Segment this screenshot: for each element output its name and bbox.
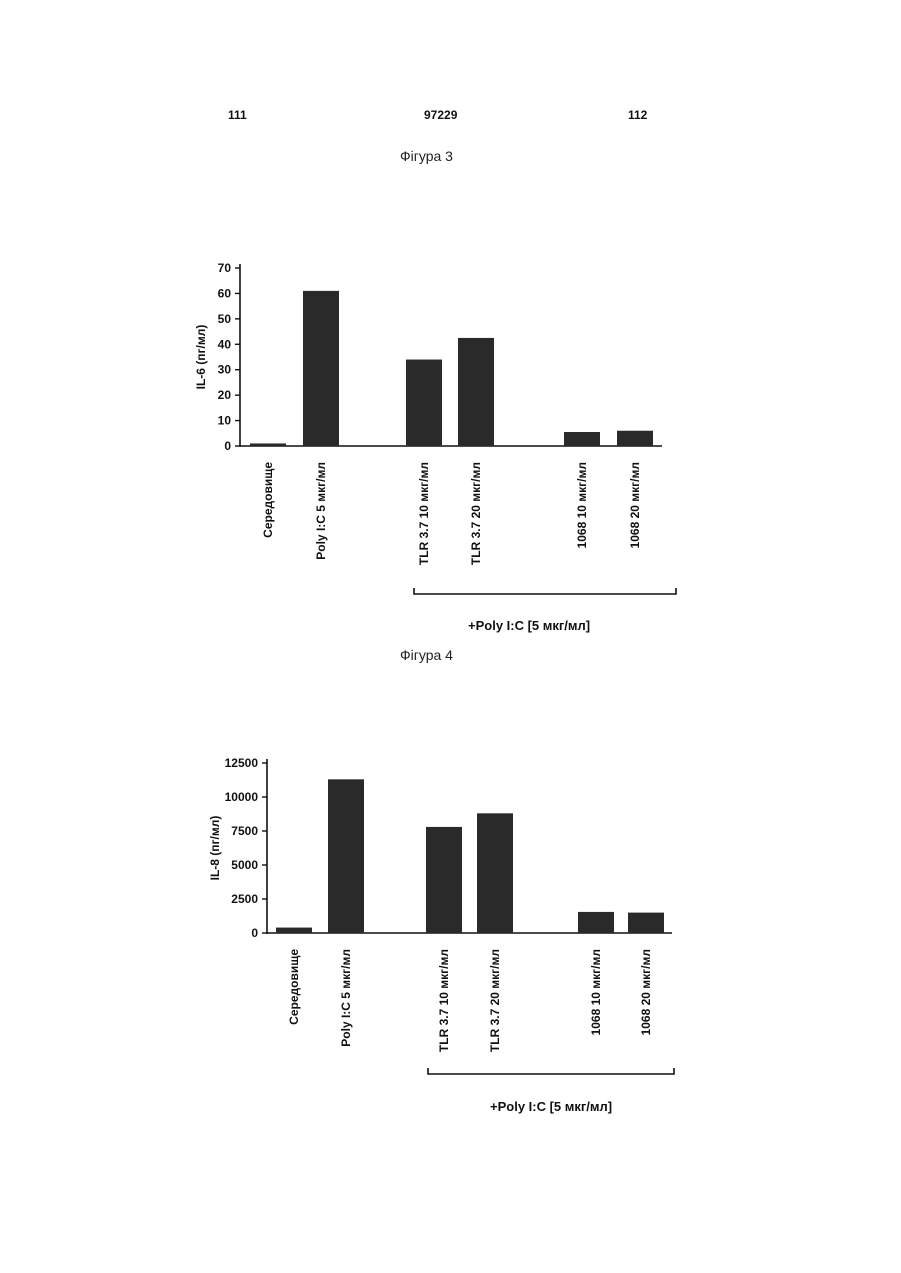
category-label: TLR 3.7 20 мкг/мл: [488, 949, 502, 1052]
bar-1: [328, 779, 364, 933]
bar-4: [578, 912, 614, 933]
y-axis-label: IL-8 (пг/мл): [208, 816, 222, 881]
group-bracket: [428, 1068, 674, 1074]
il8-bar-chart: 0 2500 5000 7500 10000 12500 IL-8 (пг/мл) Серед…: [0, 0, 901, 1200]
y-tick-label: 12500: [225, 756, 259, 770]
category-label: Poly I:C 5 мкг/мл: [339, 949, 353, 1047]
category-label: TLR 3.7 10 мкг/мл: [437, 949, 451, 1052]
bar-2: [426, 827, 462, 933]
y-tick-label: 0: [251, 926, 258, 940]
category-label: Середовище: [287, 949, 301, 1025]
bar-3: [477, 813, 513, 933]
bar-0: [276, 928, 312, 933]
category-label: 1068 10 мкг/мл: [589, 949, 603, 1035]
y-tick-label: 2500: [231, 892, 258, 906]
y-tick-label: 10000: [225, 790, 259, 804]
bar-5: [628, 913, 664, 933]
category-label: 1068 20 мкг/мл: [639, 949, 653, 1035]
y-tick-label: 7500: [231, 824, 258, 838]
bracket-label: +Poly I:C [5 мкг/мл]: [490, 1099, 612, 1114]
y-tick-label: 5000: [231, 858, 258, 872]
plot-area: 0 2500 5000 7500 10000 12500 IL-8 (пг/мл) Серед…: [208, 756, 674, 1114]
